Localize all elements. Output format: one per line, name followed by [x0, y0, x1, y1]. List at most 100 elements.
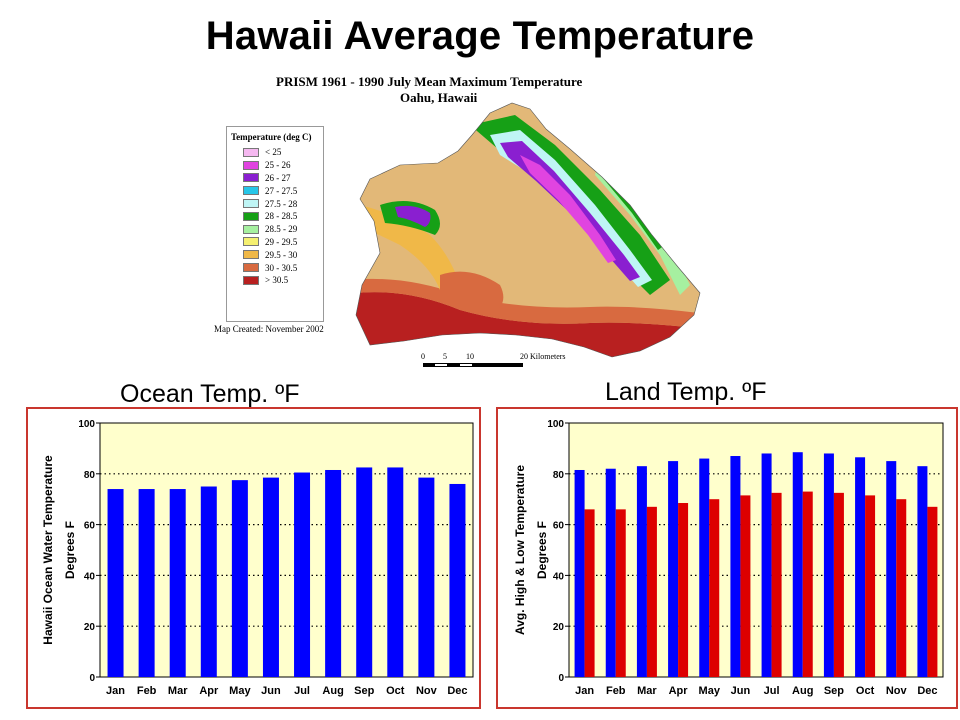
map-legend-item: 27.5 - 28 [227, 197, 323, 210]
map-legend-swatch [243, 237, 259, 247]
map-legend-item: 26 - 27 [227, 172, 323, 185]
map-legend-label: > 30.5 [265, 275, 289, 286]
map-legend-swatch [243, 160, 259, 170]
y-tick-label: 0 [558, 673, 564, 684]
map-legend-item: 29.5 - 30 [227, 248, 323, 261]
map-legend-swatch [243, 275, 259, 285]
oahu-temperature-map [355, 102, 701, 358]
ocean-bar-temp [169, 489, 186, 677]
x-tick-label: May [229, 685, 251, 697]
ocean-bar-temp [107, 489, 124, 677]
x-tick-label: Feb [606, 685, 626, 697]
scale-tick-10: 10 [466, 352, 474, 361]
y-tick-label: 40 [84, 571, 96, 582]
map-legend-label: 28 - 28.5 [265, 211, 298, 222]
map-legend-swatch [243, 263, 259, 273]
ocean-bar-temp [387, 467, 404, 677]
x-tick-label: Feb [137, 685, 157, 697]
map-legend-label: 27 - 27.5 [265, 185, 298, 196]
land-bar-high [574, 469, 585, 677]
slide-title: Hawaii Average Temperature [205, 14, 755, 58]
ocean-bar-temp [356, 467, 373, 677]
land-bar-low [709, 499, 720, 677]
land-panel-title: Land Temp. ºF [605, 378, 767, 406]
land-bar-low [771, 492, 782, 677]
map-legend-swatch [243, 173, 259, 183]
x-tick-label: Jan [575, 685, 594, 697]
ocean-chart-panel: 0 20 40 60 80 100 Jan Feb Mar Apr May Jun Jul Aug Sep O… [26, 407, 481, 709]
y-axis-label: Degrees F [63, 521, 77, 579]
x-tick-label: Nov [886, 685, 908, 697]
ocean-bar-temp [418, 477, 435, 677]
x-tick-label: Aug [792, 685, 813, 697]
x-tick-label: Jun [731, 685, 751, 697]
land-bar-low [678, 503, 689, 677]
land-bar-high [605, 468, 616, 677]
map-legend-item: 27 - 27.5 [227, 184, 323, 197]
map-legend-title: Temperature (deg C) [231, 132, 312, 142]
land-bar-low [833, 492, 844, 677]
plot-area [568, 422, 944, 678]
ocean-bar-temp [138, 489, 155, 677]
x-tick-label: Aug [322, 685, 343, 697]
y-axis-label: Hawaii Ocean Water Temperature [41, 455, 55, 645]
ocean-bar-temp [200, 486, 217, 677]
y-tick-label: 100 [78, 419, 95, 430]
y-tick-label: 80 [84, 470, 96, 481]
land-bar-low [615, 509, 626, 677]
y-axis-label: Avg. High & Low Temperature [513, 465, 527, 635]
land-bar-high [792, 452, 803, 677]
map-legend-item: 28.5 - 29 [227, 223, 323, 236]
ocean-bar-temp [449, 483, 466, 677]
y-tick-label: 0 [89, 673, 95, 684]
x-tick-label: Sep [824, 685, 844, 697]
map-legend-item: 25 - 26 [227, 159, 323, 172]
x-tick-label: Mar [637, 685, 657, 697]
map-legend-swatch [243, 199, 259, 209]
map-legend-swatch [243, 147, 259, 157]
scale-tick-5: 5 [443, 352, 447, 361]
y-tick-label: 80 [553, 470, 565, 481]
y-tick-label: 40 [553, 571, 565, 582]
map-legend-swatch [243, 250, 259, 260]
land-bar-high [761, 453, 772, 677]
ocean-panel-title: Ocean Temp. ºF [120, 380, 300, 408]
map-legend-label: 29.5 - 30 [265, 249, 298, 260]
map-legend-item: 28 - 28.5 [227, 210, 323, 223]
land-bar-high [917, 466, 928, 677]
map-legend-swatch [243, 224, 259, 234]
x-tick-label: Jun [261, 685, 281, 697]
x-tick-label: Mar [168, 685, 188, 697]
map-scale-bar [423, 363, 523, 367]
x-tick-label: Dec [447, 685, 467, 697]
land-bar-high [823, 453, 834, 677]
y-tick-label: 60 [553, 521, 565, 532]
x-tick-label: Apr [199, 685, 219, 697]
land-chart-panel: 0 20 40 60 80 100 Jan Feb Mar Apr May Jun Jul Aug Sep O… [496, 407, 958, 709]
land-bar-high [699, 458, 710, 677]
map-legend-item: 29 - 29.5 [227, 236, 323, 249]
map-legend-label: 26 - 27 [265, 172, 291, 183]
x-tick-label: Sep [354, 685, 374, 697]
land-bar-low [927, 506, 938, 677]
land-temperature-chart: 0 20 40 60 80 100 Jan Feb Mar Apr May Jun Jul Aug Sep O… [513, 419, 944, 697]
y-tick-label: 60 [84, 521, 96, 532]
land-bar-high [886, 461, 897, 677]
map-legend-swatch [243, 186, 259, 196]
land-bar-low [646, 506, 657, 677]
map-legend-label: 27.5 - 28 [265, 198, 298, 209]
x-tick-label: Apr [669, 685, 689, 697]
map-legend: Temperature (deg C) < 25 25 - 26 26 - 27 27… [226, 126, 324, 322]
plot-area [99, 422, 474, 678]
map-legend-label: 30 - 30.5 [265, 262, 298, 273]
map-legend-item: 30 - 30.5 [227, 261, 323, 274]
map-legend-item: < 25 [227, 146, 323, 159]
x-tick-label: Jul [294, 685, 310, 697]
land-bar-low [584, 509, 595, 677]
y-tick-label: 20 [84, 622, 96, 633]
y-axis-label: Degrees F [535, 521, 549, 579]
land-bar-low [740, 495, 751, 677]
x-tick-label: Jul [764, 685, 780, 697]
map-legend-label: < 25 [265, 147, 282, 158]
land-bar-low [802, 491, 813, 677]
